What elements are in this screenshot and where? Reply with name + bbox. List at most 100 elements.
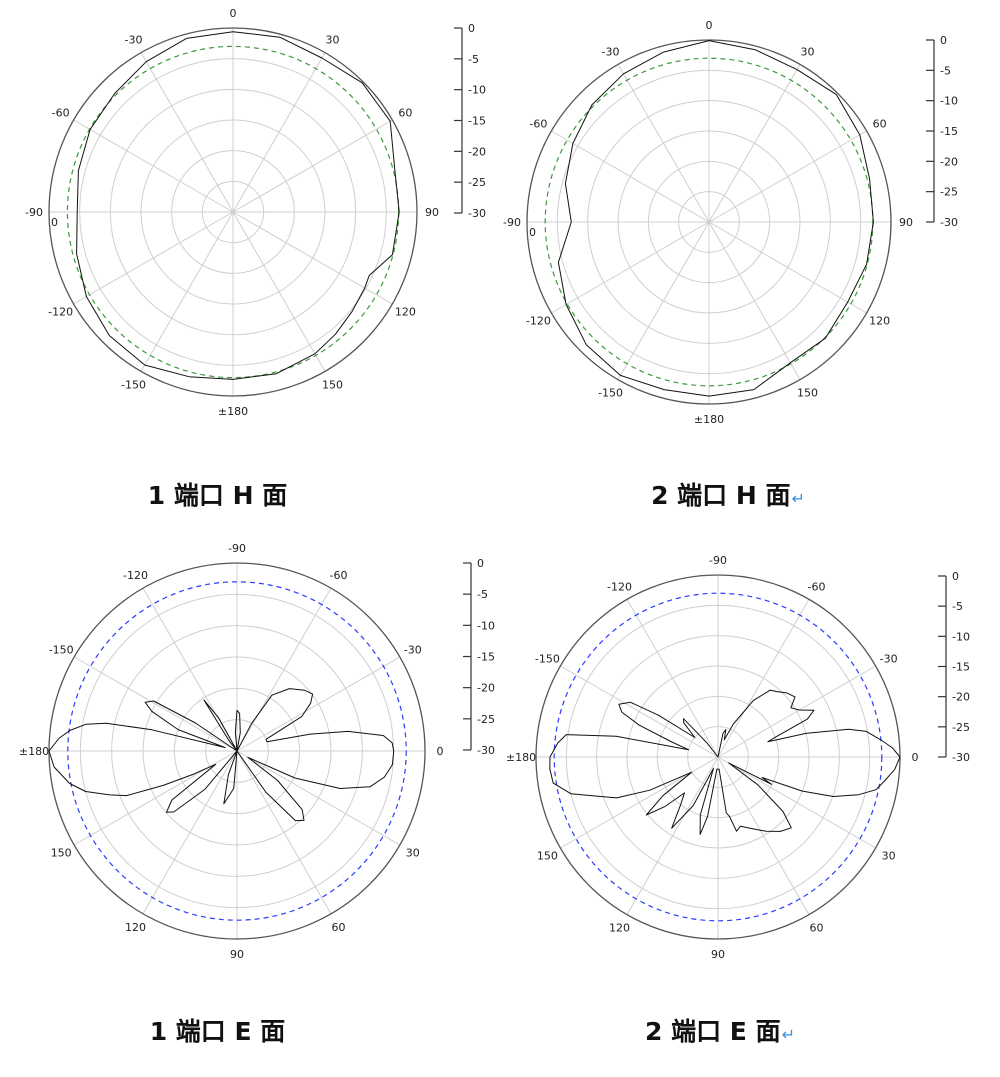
angle-tick-label: ±180 <box>19 745 49 758</box>
grid-spoke <box>73 211 234 305</box>
grid-spoke <box>140 52 234 213</box>
angle-tick-label: 60 <box>873 118 887 131</box>
pattern-trace <box>557 40 874 397</box>
scale-tick-label: -5 <box>952 600 963 613</box>
grid-spoke <box>236 656 401 752</box>
grid-spoke <box>717 599 810 758</box>
scale-tick-label: -30 <box>477 744 495 757</box>
angle-tick-label: 30 <box>801 45 815 58</box>
scale-tick-label: -10 <box>952 630 970 643</box>
grid-spoke <box>717 665 876 758</box>
angle-tick-label: ±180 <box>694 413 724 426</box>
angle-tick-label: 120 <box>869 315 890 328</box>
grid-spoke <box>551 221 710 314</box>
scale-tick-label: -25 <box>952 721 970 734</box>
angle-tick-label: 90 <box>230 948 244 961</box>
grid-spoke <box>626 599 719 758</box>
angle-tick-label: -30 <box>602 45 620 58</box>
angle-tick-label: 30 <box>882 850 896 863</box>
angle-tick-label: 0 <box>912 751 919 764</box>
angle-tick-label: 30 <box>326 34 340 47</box>
angle-tick-label: -150 <box>535 653 560 666</box>
grid-spoke <box>140 211 234 372</box>
grid-spoke <box>232 211 326 372</box>
scale-tick-label: -10 <box>468 84 486 97</box>
angle-tick-label: ±180 <box>218 405 248 418</box>
angle-tick-label: ±180 <box>506 751 536 764</box>
angle-tick-label: -120 <box>123 569 148 582</box>
scale-tick-label: -10 <box>940 95 958 108</box>
caption-port2-h-plane: 2 端口 H 面↵ <box>651 476 805 512</box>
paragraph-mark-icon: ↵ <box>781 1025 795 1044</box>
angle-tick-label: -150 <box>49 644 74 657</box>
outer-circle <box>526 39 892 405</box>
angle-tick-label: -60 <box>330 569 348 582</box>
grid-spoke <box>551 130 710 223</box>
angle-tick-label: 150 <box>797 387 818 400</box>
reference-circle <box>553 592 883 922</box>
caption-port2-e-plane: 2 端口 E 面↵ <box>645 1012 795 1048</box>
angle-tick-label: 90 <box>425 206 439 219</box>
grid-spoke <box>708 221 801 380</box>
grid-spoke <box>232 52 326 213</box>
grid-spoke <box>142 750 238 915</box>
paragraph-mark-icon: ↵ <box>791 489 805 508</box>
reference-circle <box>67 581 407 921</box>
grid-spoke <box>626 756 719 915</box>
grid-spoke <box>236 750 401 846</box>
angle-tick-label: -30 <box>880 653 898 666</box>
polar-chart-1: 0 30 60 90 120 150 ±180 -150 -120 -90 -60 -30 0 0 -5 -1… <box>25 7 486 418</box>
scale-tick-label: -15 <box>468 115 486 128</box>
outer-circle <box>48 27 418 397</box>
extra-zero-label: 0 <box>51 216 58 229</box>
grid-spoke <box>617 221 710 380</box>
angle-tick-label: 60 <box>332 921 346 934</box>
angle-tick-label: -90 <box>228 542 246 555</box>
scale-tick-label: 0 <box>952 570 959 583</box>
scale-tick-label: 0 <box>477 557 484 570</box>
grid-spoke <box>708 130 867 223</box>
angle-tick-label: 0 <box>230 7 237 20</box>
angle-tick-label: 60 <box>398 107 412 120</box>
angle-tick-label: 120 <box>125 921 146 934</box>
scale-tick-label: -15 <box>477 651 495 664</box>
grid-spoke <box>708 221 867 314</box>
extra-zero-label: 0 <box>529 226 536 239</box>
angle-tick-label: -60 <box>529 118 547 131</box>
caption-port1-h-plane: 1 端口 H 面 <box>148 476 288 512</box>
grid-spoke <box>708 64 801 223</box>
caption-port1-e-plane: 1 端口 E 面 <box>150 1012 287 1048</box>
grid-spoke <box>73 656 238 752</box>
angle-tick-label: -60 <box>808 580 826 593</box>
grid-spoke <box>73 750 238 846</box>
polar-chart-2: 0 30 60 90 120 150 ±180 -150 -120 -90 -60 -30 0 0 -5 -1… <box>503 19 958 426</box>
reference-circle <box>66 45 400 379</box>
angle-tick-label: -60 <box>52 107 70 120</box>
scale-tick-label: -15 <box>940 125 958 138</box>
polar-chart-3: 0 30 60 90 120 150 ±180 -150 -120 -90 -60 -30 0 -5 -10… <box>19 542 495 961</box>
grid-spoke <box>617 64 710 223</box>
angle-tick-label: 60 <box>810 922 824 935</box>
scale-tick-label: -25 <box>468 176 486 189</box>
scale-tick-label: -20 <box>468 145 486 158</box>
caption-text: 2 端口 H 面 <box>651 481 791 510</box>
pattern-trace <box>549 689 901 835</box>
grid-spoke <box>236 587 332 752</box>
angle-tick-label: 120 <box>609 922 630 935</box>
angle-tick-label: 150 <box>322 378 343 391</box>
scale-tick-label: -20 <box>952 691 970 704</box>
polar-chart-4: 0 30 60 90 120 150 ±180 -150 -120 -90 -60 -30 0 -5 -10… <box>506 554 970 961</box>
scale-tick-label: -20 <box>477 682 495 695</box>
angle-tick-label: 30 <box>406 847 420 860</box>
angle-tick-label: -120 <box>607 580 632 593</box>
grid-spoke <box>232 211 393 305</box>
angle-tick-label: -90 <box>709 554 727 567</box>
scale-tick-label: -30 <box>940 216 958 229</box>
grid-spoke <box>236 750 332 915</box>
scale-tick-label: -25 <box>940 186 958 199</box>
scale-tick-label: -5 <box>940 64 951 77</box>
reference-circle <box>544 57 874 387</box>
grid-spoke <box>560 665 719 758</box>
scale-tick-label: -5 <box>477 588 488 601</box>
